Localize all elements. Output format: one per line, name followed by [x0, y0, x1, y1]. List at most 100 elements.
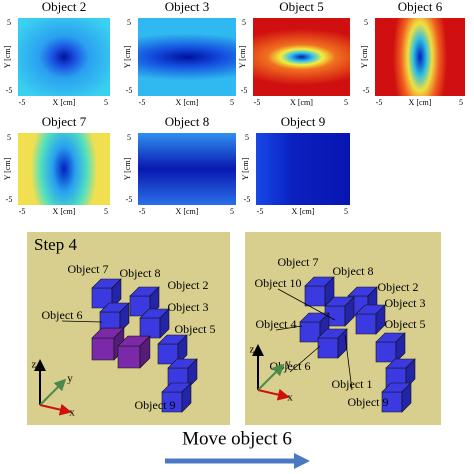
y-tick-label: 5 [245, 133, 249, 142]
cube-side [159, 308, 170, 339]
axis-x [257, 388, 290, 401]
panel-title: Object 3 [165, 0, 209, 14]
x-axis-label: X [cm] [53, 207, 76, 216]
cube-front [375, 341, 397, 363]
cube-side [395, 332, 406, 363]
y-tick-label: -5 [244, 195, 251, 204]
x-tick-label: -5 [139, 98, 146, 107]
x-tick-label: -5 [19, 98, 26, 107]
x-axis-label: X [cm] [290, 98, 313, 107]
cube-side [187, 358, 198, 389]
leader-line [61, 320, 103, 323]
leader-line [289, 345, 321, 373]
cube-front [299, 321, 321, 343]
object-label: Object 7 [68, 262, 109, 276]
y-axis-label: Y [cm] [3, 45, 12, 68]
object-label: Object 5 [385, 317, 426, 331]
heatmap [256, 133, 350, 205]
leader-line [275, 325, 303, 331]
object-label: Object 6 [42, 308, 83, 322]
heatmap [138, 133, 236, 205]
heatmap [18, 18, 110, 96]
x-tick-label: 5 [104, 207, 108, 216]
object-label: Object 3 [168, 300, 209, 314]
y-axis-label: Y [cm] [3, 157, 12, 180]
x-axis-label: X [cm] [53, 98, 76, 107]
object-label: Object 10 [255, 276, 302, 290]
x-tick-label: -5 [254, 98, 261, 107]
y-axis-label: Y [cm] [360, 45, 369, 68]
y-axis-label: Y [cm] [238, 45, 247, 68]
object-label: Object 5 [175, 322, 216, 336]
object-label: Object 1 [332, 377, 373, 391]
panel-title: Object 7 [42, 114, 87, 129]
panel-title: Object 9 [281, 114, 325, 129]
cube-side [181, 382, 192, 413]
axis-name: z [250, 344, 255, 356]
object-label: Object 9 [135, 398, 176, 412]
y-tick-label: -5 [126, 195, 133, 204]
arrow-head [294, 453, 310, 469]
axis-name: z [32, 359, 37, 371]
object-label: Object 2 [378, 280, 419, 294]
x-axis-label: X [cm] [409, 98, 432, 107]
cube-side [111, 278, 122, 309]
object-label: Object 8 [120, 266, 161, 280]
y-axis-label: Y [cm] [123, 157, 132, 180]
x-axis-label: X [cm] [176, 207, 199, 216]
heatmap [375, 18, 465, 96]
cube-front [317, 337, 339, 359]
object-label: Object 7 [278, 255, 319, 269]
cube-front [117, 345, 141, 369]
y-tick-label: 5 [127, 18, 131, 27]
cube-front [91, 337, 115, 361]
axis-name: x [287, 392, 293, 404]
axis-y [257, 363, 285, 391]
object-label: Object 2 [168, 278, 209, 292]
y-tick-label: -5 [126, 86, 133, 95]
axis-x [39, 403, 72, 416]
panel-title: Object 8 [165, 114, 209, 129]
cube-side [405, 358, 416, 389]
cube-front [139, 317, 161, 339]
x-tick-label: -5 [376, 98, 383, 107]
x-tick-label: -5 [139, 207, 146, 216]
cube-side [401, 382, 412, 413]
y-tick-label: 5 [364, 18, 368, 27]
cube-side [177, 334, 188, 365]
cube-side [375, 304, 386, 335]
y-axis-label: Y [cm] [241, 157, 250, 180]
y-tick-label: 5 [127, 133, 131, 142]
x-tick-label: 5 [344, 207, 348, 216]
object-label: Object 8 [333, 264, 374, 278]
x-tick-label: 5 [230, 207, 234, 216]
panel-title: Object 6 [398, 0, 443, 14]
x-tick-label: 5 [459, 98, 463, 107]
x-tick-label: 5 [230, 98, 234, 107]
x-tick-label: -5 [257, 207, 264, 216]
cube-side [119, 302, 130, 333]
heatmap [253, 18, 350, 96]
y-tick-label: -5 [6, 195, 13, 204]
y-tick-label: -5 [241, 86, 248, 95]
cube-front [304, 285, 326, 307]
scene-title: Step 4 [34, 235, 77, 254]
caption: Move object 6 [182, 428, 292, 449]
x-axis-label: X [cm] [292, 207, 315, 216]
y-axis-label: Y [cm] [123, 45, 132, 68]
x-axis-label: X [cm] [176, 98, 199, 107]
panel-title: Object 5 [279, 0, 323, 14]
x-tick-label: 5 [104, 98, 108, 107]
cube-side [139, 335, 151, 369]
axis-y [39, 378, 67, 406]
axis-name: y [67, 373, 73, 385]
axis-name: y [285, 358, 291, 370]
object-label: Object 4 [256, 317, 297, 331]
object-label: Object 3 [385, 296, 426, 310]
axis-name: x [69, 407, 75, 419]
leader-line [277, 288, 336, 321]
cube-front [355, 313, 377, 335]
y-tick-label: 5 [242, 18, 246, 27]
scene-background [27, 232, 230, 425]
